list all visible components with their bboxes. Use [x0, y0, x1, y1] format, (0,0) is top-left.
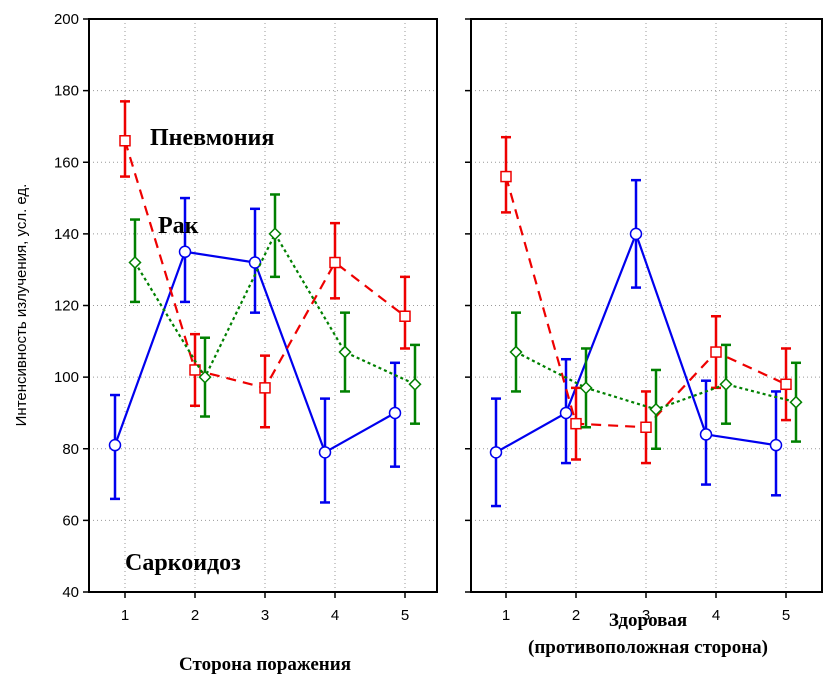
- data-point-square: [710, 346, 722, 358]
- series-line: [134, 231, 416, 386]
- data-point-diamond: [268, 227, 282, 241]
- data-point-square: [119, 135, 131, 147]
- y-tick-label: 200: [54, 11, 79, 28]
- y-axis-label: Интенсивность излучения, усл. ед.: [13, 184, 30, 427]
- x-tick-label: 1: [502, 607, 510, 624]
- data-point-diamond: [198, 370, 212, 384]
- data-point-square: [259, 382, 271, 394]
- data-point-circle: [178, 245, 192, 259]
- data-point-square: [500, 170, 512, 183]
- data-point-square: [570, 417, 582, 430]
- series-line: [504, 176, 787, 429]
- annotation-cancer: Рак: [158, 213, 199, 239]
- x-axis-label-healthy-line2: (противоположная сторона): [528, 637, 768, 658]
- data-point-diamond: [789, 395, 803, 409]
- data-point-circle: [699, 428, 713, 441]
- data-point-diamond: [509, 345, 523, 359]
- data-point-square: [189, 364, 201, 376]
- data-point-square: [780, 378, 792, 391]
- annotation-sarcoidosis: Саркоидоз: [125, 550, 241, 576]
- data-point-circle: [388, 406, 402, 420]
- y-tick-label: 100: [54, 369, 79, 386]
- data-point-diamond: [579, 381, 593, 395]
- x-tick-label: 3: [261, 607, 269, 624]
- data-point-diamond: [719, 377, 733, 391]
- data-point-circle: [489, 446, 503, 459]
- data-point-diamond: [649, 402, 663, 416]
- data-point-diamond: [128, 255, 142, 270]
- y-tick-label: 160: [54, 154, 79, 171]
- annotation-pneumonia: Пневмония: [150, 125, 274, 151]
- series-line: [123, 140, 406, 390]
- data-point-circle: [629, 227, 643, 241]
- x-tick-label: 5: [401, 607, 409, 624]
- data-point-circle: [318, 446, 332, 459]
- data-point-circle: [559, 406, 573, 420]
- x-tick-label: 4: [712, 607, 720, 624]
- x-tick-label: 4: [331, 607, 339, 624]
- data-point-circle: [108, 438, 122, 452]
- x-tick-label: 2: [572, 607, 580, 624]
- y-tick-label: 180: [54, 83, 79, 100]
- x-tick-label: 5: [782, 607, 790, 624]
- x-tick-label: 1: [121, 607, 129, 624]
- y-tick-label: 80: [62, 441, 79, 458]
- x-axis-label-healthy-line1: Здоровая: [609, 610, 687, 631]
- data-point-square: [399, 310, 411, 322]
- y-tick-label: 120: [54, 298, 79, 315]
- y-tick-label: 140: [54, 226, 79, 243]
- x-tick-label: 2: [191, 607, 199, 624]
- data-point-diamond: [338, 345, 352, 359]
- y-tick-label: 40: [62, 584, 79, 601]
- x-tick-label: 3: [642, 607, 650, 624]
- data-point-square: [640, 421, 652, 434]
- y-tick-label: 60: [62, 512, 79, 529]
- data-point-diamond: [408, 377, 422, 391]
- data-point-square: [329, 256, 341, 269]
- data-point-circle: [248, 256, 262, 269]
- data-point-circle: [769, 438, 783, 452]
- x-axis-label-affected: Сторона поражения: [179, 654, 351, 675]
